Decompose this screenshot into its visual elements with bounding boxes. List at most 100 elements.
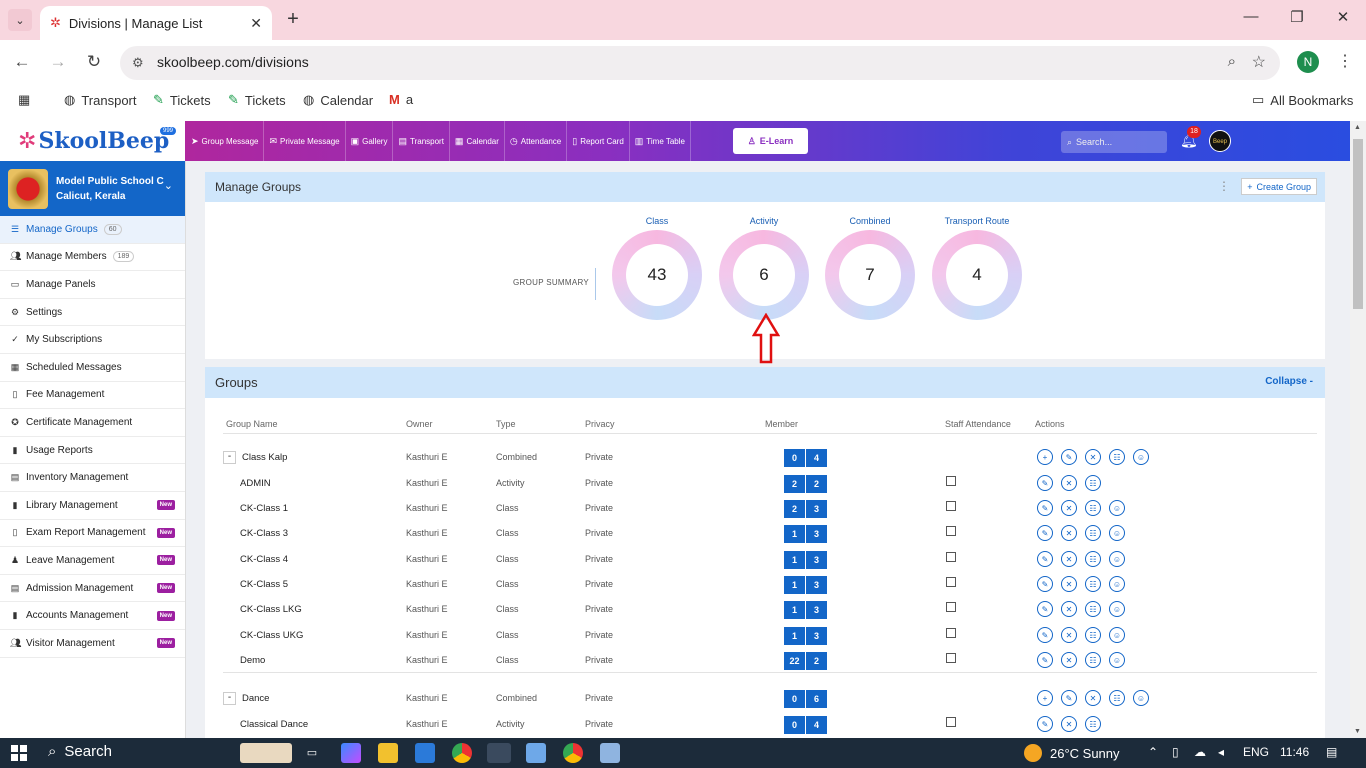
- staff-attendance-checkbox[interactable]: [946, 552, 956, 562]
- browser-menu-icon[interactable]: ⋮: [1337, 53, 1353, 70]
- sidebar-item-accounts-management[interactable]: ▮ Accounts Management New: [0, 602, 185, 630]
- bookmark-calendar[interactable]: ◍ Calendar: [303, 92, 373, 108]
- language-indicator[interactable]: ENG: [1243, 745, 1270, 759]
- delete-icon[interactable]: ✕: [1061, 475, 1077, 491]
- edit-icon[interactable]: ✎: [1037, 652, 1053, 668]
- group-users-icon[interactable]: ☺: [1109, 500, 1125, 516]
- delete-icon[interactable]: ✕: [1061, 525, 1077, 541]
- table-row[interactable]: CK-Class 4 Kasthuri E Class Private 1 3 ✎ ✕ ☷ ☺: [205, 547, 1325, 572]
- reload-icon[interactable]: ↻: [86, 52, 102, 71]
- manage-members-icon[interactable]: ☷: [1085, 525, 1101, 541]
- back-icon[interactable]: ←: [13, 52, 31, 71]
- scroll-up-icon[interactable]: ▲: [1354, 124, 1361, 131]
- delete-icon[interactable]: ✕: [1061, 716, 1077, 732]
- manage-members-icon[interactable]: ☷: [1085, 500, 1101, 516]
- elearn-button[interactable]: ♙ E-Learn: [733, 128, 808, 154]
- site-info-icon[interactable]: ⚙: [132, 55, 144, 70]
- sidebar-item-scheduled-messages[interactable]: ▦ Scheduled Messages: [0, 354, 185, 382]
- table-row[interactable]: - Dance Kasthuri E Combined Private 0 6 + ✎ ✕ ☷ ☺: [205, 686, 1325, 711]
- network-icon[interactable]: ☁: [1194, 745, 1206, 759]
- file-explorer-icon[interactable]: [378, 743, 398, 763]
- edit-icon[interactable]: ✎: [1037, 475, 1053, 491]
- add-icon[interactable]: +: [1037, 449, 1053, 465]
- staff-attendance-checkbox[interactable]: [946, 602, 956, 612]
- restore-icon[interactable]: ❐: [1290, 9, 1304, 26]
- sidebar-item-manage-panels[interactable]: ▭ Manage Panels: [0, 271, 185, 299]
- manage-members-icon[interactable]: ☷: [1085, 652, 1101, 668]
- create-group-button[interactable]: + Create Group: [1241, 178, 1317, 195]
- chrome-icon[interactable]: [452, 743, 472, 763]
- table-row[interactable]: CK-Class LKG Kasthuri E Class Private 1 3 ✎ ✕ ☷ ☺: [205, 597, 1325, 622]
- delete-icon[interactable]: ✕: [1085, 690, 1101, 706]
- bookmark-tickets-1[interactable]: ✎ Tickets: [153, 92, 211, 108]
- delete-icon[interactable]: ✕: [1061, 601, 1077, 617]
- sidebar-item-certificate-management[interactable]: ✪ Certificate Management: [0, 409, 185, 437]
- manage-members-icon[interactable]: ☷: [1085, 716, 1101, 732]
- member-counts[interactable]: 22 2: [784, 652, 827, 670]
- omnibox[interactable]: ⚙ skoolbeep.com/divisions ⌕ ☆: [120, 46, 1280, 80]
- tab-list-button[interactable]: ⌄: [8, 9, 32, 31]
- table-row[interactable]: ADMIN Kasthuri E Activity Private 2 2 ✎ ✕ ☷: [205, 471, 1325, 496]
- taskbar-search[interactable]: ⌕ Search: [48, 743, 112, 760]
- sidebar-item-admission-management[interactable]: ▤ Admission Management New: [0, 575, 185, 603]
- sidebar-item-settings[interactable]: ⚙ Settings: [0, 299, 185, 327]
- edit-icon[interactable]: ✎: [1061, 449, 1077, 465]
- sidebar-item-manage-groups[interactable]: ☰ Manage Groups 60: [0, 216, 185, 244]
- school-switcher[interactable]: Model Public School C Calicut, Kerala ⌄: [0, 161, 185, 216]
- manage-members-icon[interactable]: ☷: [1085, 576, 1101, 592]
- sidebar-item-manage-members[interactable]: 👥︎ Manage Members 189: [0, 244, 185, 272]
- scrollbar-thumb[interactable]: [1353, 139, 1363, 309]
- paint-icon[interactable]: [600, 743, 620, 763]
- manage-members-icon[interactable]: ☷: [1109, 449, 1125, 465]
- all-bookmarks[interactable]: ▭ All Bookmarks: [1252, 92, 1353, 108]
- summary-activity[interactable]: Activity 6: [718, 216, 810, 320]
- table-row[interactable]: CK-Class 3 Kasthuri E Class Private 1 3 ✎ ✕ ☷ ☺: [205, 521, 1325, 546]
- collapse-toggle-icon[interactable]: -: [223, 692, 236, 705]
- nav-calendar[interactable]: ▦ Calendar: [450, 121, 505, 161]
- table-row[interactable]: CK-Class 5 Kasthuri E Class Private 1 3 ✎ ✕ ☷ ☺: [205, 572, 1325, 597]
- task-view-icon[interactable]: ▭: [306, 747, 318, 759]
- nav-private-message[interactable]: ✉ Private Message: [264, 121, 346, 161]
- new-tab-button[interactable]: +: [287, 8, 299, 30]
- sidebar-item-leave-management[interactable]: ♟ Leave Management New: [0, 547, 185, 575]
- delete-icon[interactable]: ✕: [1061, 652, 1077, 668]
- edit-icon[interactable]: ✎: [1037, 627, 1053, 643]
- close-window-icon[interactable]: ✕: [1336, 9, 1350, 26]
- staff-attendance-checkbox[interactable]: [946, 501, 956, 511]
- staff-attendance-checkbox[interactable]: [946, 577, 956, 587]
- summary-transport-route[interactable]: Transport Route 4: [931, 216, 1023, 320]
- store-icon[interactable]: [415, 743, 435, 763]
- group-users-icon[interactable]: ☺: [1109, 652, 1125, 668]
- browser-tab[interactable]: ✲ Divisions | Manage List ✕: [40, 6, 272, 40]
- group-users-icon[interactable]: ☺: [1133, 449, 1149, 465]
- delete-icon[interactable]: ✕: [1085, 449, 1101, 465]
- edit-icon[interactable]: ✎: [1037, 525, 1053, 541]
- sidebar-item-my-subscriptions[interactable]: ✓ My Subscriptions: [0, 326, 185, 354]
- group-users-icon[interactable]: ☺: [1109, 627, 1125, 643]
- sidebar-item-fee-management[interactable]: ▯ Fee Management: [0, 382, 185, 410]
- chevron-down-icon[interactable]: ⌄: [163, 180, 173, 192]
- bookmark-star-icon[interactable]: ☆: [1251, 54, 1266, 71]
- manage-members-icon[interactable]: ☷: [1085, 551, 1101, 567]
- battery-icon[interactable]: ▯: [1172, 745, 1179, 759]
- sidebar-item-visitor-management[interactable]: 👥︎ Visitor Management New: [0, 630, 185, 658]
- page-scrollbar[interactable]: ▲ ▼: [1350, 121, 1366, 738]
- clock[interactable]: 11:46: [1280, 745, 1310, 759]
- delete-icon[interactable]: ✕: [1061, 576, 1077, 592]
- edit-icon[interactable]: ✎: [1037, 716, 1053, 732]
- nav-group-message[interactable]: ➤ Group Message: [186, 121, 265, 161]
- group-users-icon[interactable]: ☺: [1109, 551, 1125, 567]
- widgets-birds-icon[interactable]: [240, 743, 292, 763]
- delete-icon[interactable]: ✕: [1061, 627, 1077, 643]
- staff-attendance-checkbox[interactable]: [946, 526, 956, 536]
